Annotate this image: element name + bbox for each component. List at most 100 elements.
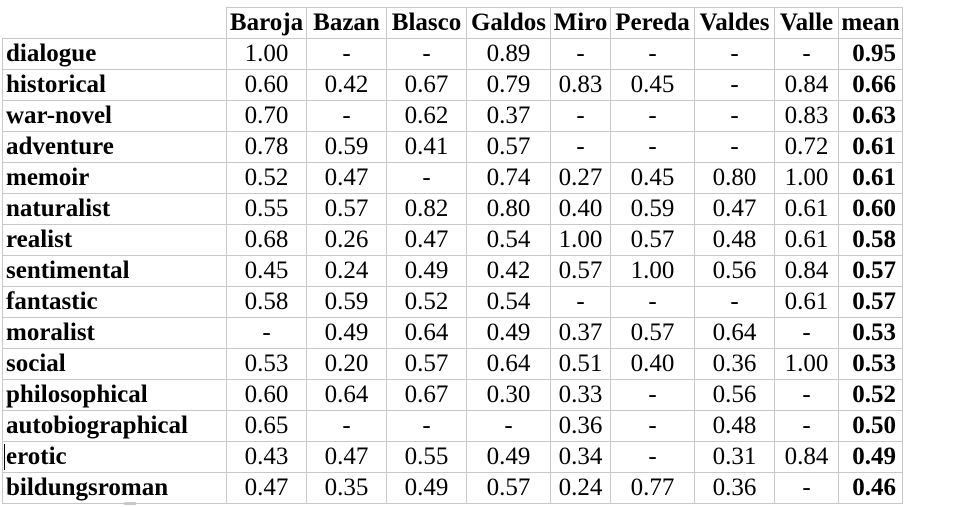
value-cell-bazan[interactable]: 0.24 [306,255,387,287]
value-cell-galdos[interactable]: 0.74 [466,162,551,194]
value-cell-bazan[interactable]: 0.59 [306,131,387,163]
row-label-bildungsroman[interactable]: bildungsroman [2,472,227,504]
row-label-social[interactable]: social [2,348,227,380]
value-cell-valdes[interactable]: 0.36 [694,348,775,380]
value-cell-baroja[interactable]: 1.00 [226,38,307,70]
mean-cell[interactable]: 0.60 [838,193,903,225]
column-header-miro[interactable]: Miro [550,7,611,39]
value-cell-miro[interactable]: - [550,38,611,70]
row-label-erotic[interactable]: erotic [2,441,227,473]
value-cell-miro[interactable]: 0.36 [550,410,611,442]
value-cell-valdes[interactable]: - [694,100,775,132]
value-cell-baroja[interactable]: - [226,317,307,349]
value-cell-bazan[interactable]: 0.20 [306,348,387,380]
value-cell-valdes[interactable]: - [694,131,775,163]
value-cell-galdos[interactable]: 0.64 [466,348,551,380]
value-cell-baroja[interactable]: 0.78 [226,131,307,163]
value-cell-valle[interactable]: 0.61 [774,193,839,225]
value-cell-bazan[interactable]: 0.35 [306,472,387,504]
value-cell-miro[interactable]: 0.51 [550,348,611,380]
value-cell-galdos[interactable]: 0.57 [466,131,551,163]
value-cell-blasco[interactable]: 0.62 [386,100,467,132]
value-cell-valle[interactable]: 1.00 [774,348,839,380]
value-cell-baroja[interactable]: 0.60 [226,379,307,411]
value-cell-galdos[interactable]: 0.54 [466,286,551,318]
value-cell-valle[interactable]: 0.84 [774,441,839,473]
mean-cell[interactable]: 0.57 [838,286,903,318]
column-header-baroja[interactable]: Baroja [226,7,307,39]
value-cell-bazan[interactable]: 0.47 [306,162,387,194]
value-cell-galdos[interactable]: 0.30 [466,379,551,411]
value-cell-valdes[interactable]: - [694,38,775,70]
row-label-war-novel[interactable]: war-novel [2,100,227,132]
value-cell-valdes[interactable]: 0.47 [694,193,775,225]
value-cell-blasco[interactable]: 0.41 [386,131,467,163]
value-cell-valdes[interactable]: 0.56 [694,255,775,287]
mean-cell[interactable]: 0.63 [838,100,903,132]
resize-handle[interactable] [124,502,136,505]
row-label-naturalist[interactable]: naturalist [2,193,227,225]
mean-cell[interactable]: 0.66 [838,69,903,101]
value-cell-baroja[interactable]: 0.43 [226,441,307,473]
value-cell-galdos[interactable]: 0.37 [466,100,551,132]
value-cell-valdes[interactable]: 0.36 [694,472,775,504]
column-header-valdes[interactable]: Valdes [694,7,775,39]
value-cell-baroja[interactable]: 0.55 [226,193,307,225]
column-header-blasco[interactable]: Blasco [386,7,467,39]
value-cell-miro[interactable]: 0.34 [550,441,611,473]
value-cell-pereda[interactable]: 0.57 [610,317,695,349]
value-cell-valle[interactable]: - [774,410,839,442]
value-cell-pereda[interactable]: 0.59 [610,193,695,225]
value-cell-bazan[interactable]: - [306,38,387,70]
value-cell-galdos[interactable]: 0.80 [466,193,551,225]
value-cell-blasco[interactable]: 0.64 [386,317,467,349]
value-cell-pereda[interactable]: 1.00 [610,255,695,287]
value-cell-valle[interactable]: - [774,317,839,349]
value-cell-baroja[interactable]: 0.70 [226,100,307,132]
column-header-bazan[interactable]: Bazan [306,7,387,39]
value-cell-blasco[interactable]: - [386,410,467,442]
value-cell-pereda[interactable]: - [610,379,695,411]
value-cell-bazan[interactable]: 0.64 [306,379,387,411]
value-cell-valle[interactable]: - [774,38,839,70]
value-cell-valle[interactable]: 0.72 [774,131,839,163]
row-label-adventure[interactable]: adventure [2,131,227,163]
value-cell-valle[interactable]: - [774,472,839,504]
value-cell-valdes[interactable]: 0.64 [694,317,775,349]
row-label-philosophical[interactable]: philosophical [2,379,227,411]
value-cell-baroja[interactable]: 0.45 [226,255,307,287]
value-cell-pereda[interactable]: - [610,38,695,70]
value-cell-valle[interactable]: 1.00 [774,162,839,194]
value-cell-valle[interactable]: 0.84 [774,255,839,287]
mean-cell[interactable]: 0.53 [838,348,903,380]
value-cell-blasco[interactable]: 0.49 [386,255,467,287]
value-cell-blasco[interactable]: - [386,162,467,194]
value-cell-pereda[interactable]: 0.45 [610,162,695,194]
value-cell-miro[interactable]: 0.57 [550,255,611,287]
value-cell-galdos[interactable]: - [466,410,551,442]
row-label-memoir[interactable]: memoir [2,162,227,194]
value-cell-bazan[interactable]: 0.49 [306,317,387,349]
value-cell-galdos[interactable]: 0.49 [466,441,551,473]
value-cell-miro[interactable]: 0.83 [550,69,611,101]
value-cell-miro[interactable]: - [550,131,611,163]
value-cell-miro[interactable]: 1.00 [550,224,611,256]
value-cell-pereda[interactable]: 0.40 [610,348,695,380]
value-cell-galdos[interactable]: 0.79 [466,69,551,101]
value-cell-baroja[interactable]: 0.52 [226,162,307,194]
value-cell-miro[interactable]: 0.27 [550,162,611,194]
value-cell-blasco[interactable]: 0.67 [386,69,467,101]
value-cell-galdos[interactable]: 0.57 [466,472,551,504]
value-cell-galdos[interactable]: 0.42 [466,255,551,287]
row-label-realist[interactable]: realist [2,224,227,256]
value-cell-valdes[interactable]: 0.48 [694,410,775,442]
mean-cell[interactable]: 0.53 [838,317,903,349]
row-label-sentimental[interactable]: sentimental [2,255,227,287]
mean-cell[interactable]: 0.49 [838,441,903,473]
value-cell-blasco[interactable]: 0.52 [386,286,467,318]
value-cell-pereda[interactable]: 0.45 [610,69,695,101]
value-cell-valdes[interactable]: - [694,286,775,318]
column-header-galdos[interactable]: Galdos [466,7,551,39]
value-cell-baroja[interactable]: 0.47 [226,472,307,504]
value-cell-bazan[interactable]: - [306,410,387,442]
